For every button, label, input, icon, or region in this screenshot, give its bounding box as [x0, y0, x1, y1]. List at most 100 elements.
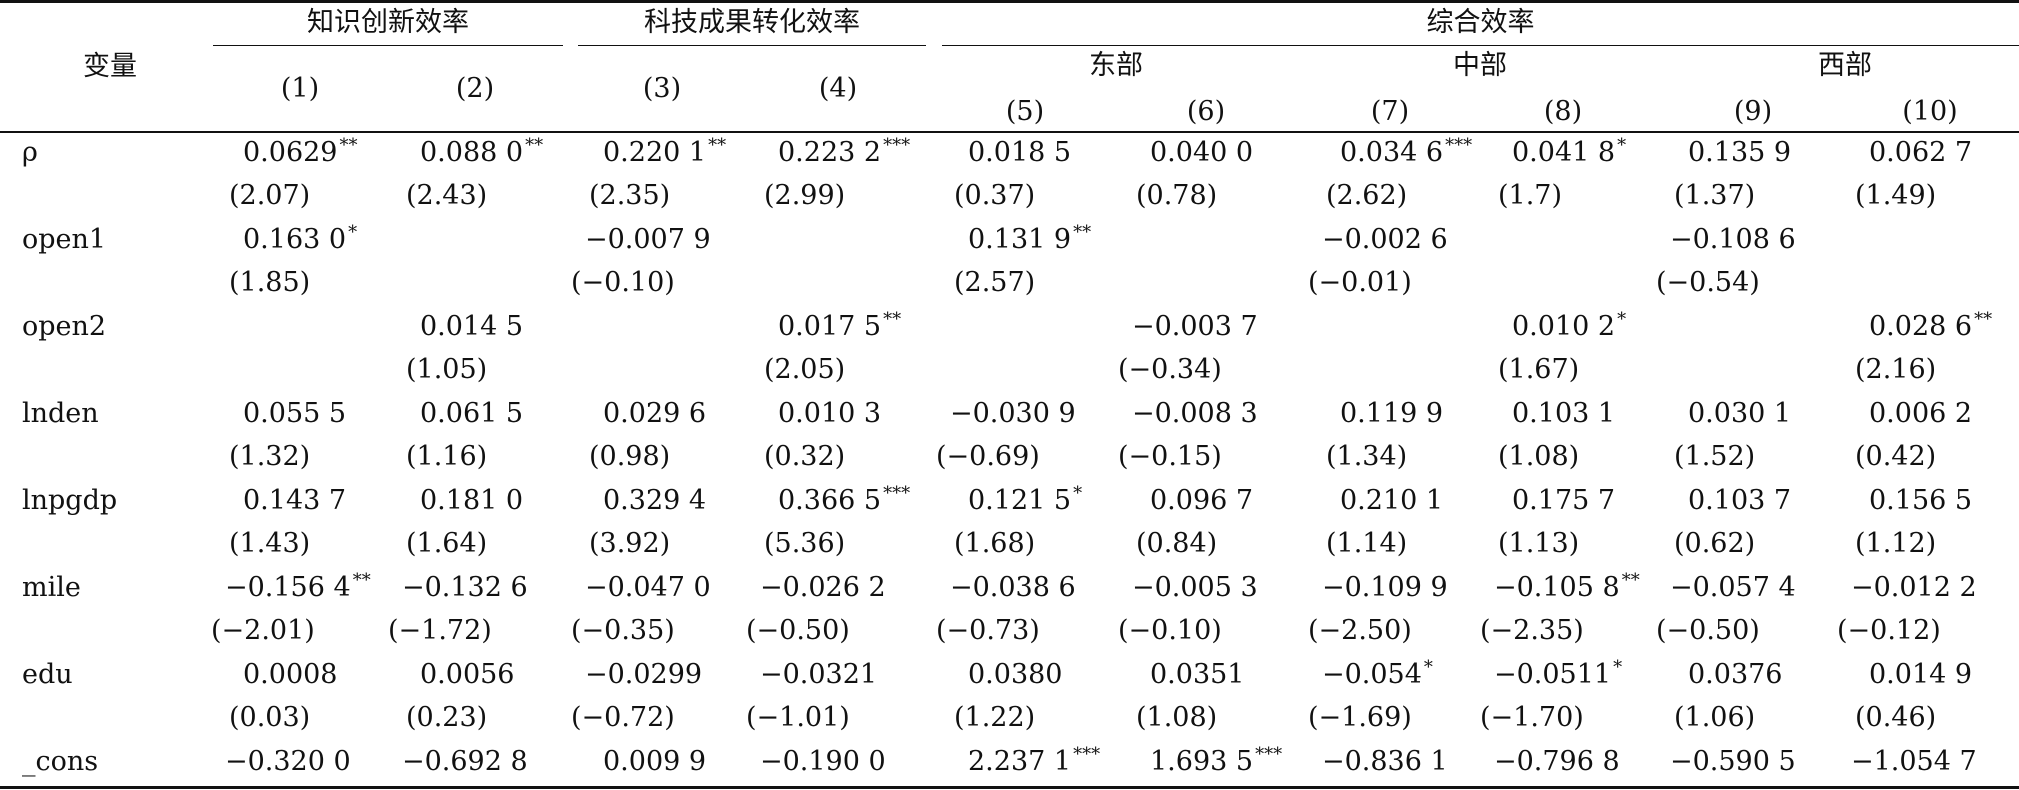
- coef-cell: 0.041 8 *: [1512, 135, 1626, 173]
- coef-cell: 0.366 5 ***: [778, 483, 910, 521]
- coef-value: 0.062 7: [1869, 137, 1973, 168]
- coef-value: 0.041 8: [1512, 137, 1616, 168]
- coef-value: 0.223 2: [778, 137, 882, 168]
- group-header-composite: 综合效率: [1426, 7, 1535, 38]
- coef-cell: −0.108 6: [1670, 223, 1796, 257]
- coef-cell: 0.329 4: [603, 484, 706, 518]
- significance-stars: *: [1613, 657, 1623, 678]
- t-stat-cell: (0.32): [764, 441, 846, 472]
- row-label-: ρ: [22, 137, 38, 168]
- coef-cell: −0.008 3: [1132, 397, 1258, 431]
- t-stat-cell: (0.37): [954, 180, 1036, 211]
- group-underline-3: [942, 45, 2019, 46]
- t-stat-cell: (−0.73): [936, 615, 1040, 646]
- coef-value: −0.0511: [1494, 659, 1612, 690]
- coef-cell: 0.131 9 **: [968, 222, 1091, 260]
- coef-value: −0.190 0: [760, 746, 886, 777]
- coef-cell: 0.014 5: [420, 310, 523, 344]
- coef-value: 0.088 0: [420, 137, 524, 168]
- coef-value: −0.002 6: [1322, 224, 1448, 255]
- t-stat-cell: (−0.10): [1118, 615, 1222, 646]
- t-stat-cell: (−0.50): [1656, 615, 1760, 646]
- coef-cell: 0.017 5 **: [778, 309, 901, 347]
- t-stat-cell: (3.92): [589, 528, 671, 559]
- t-stat-cell: (−0.72): [571, 702, 675, 733]
- t-stat-cell: (0.62): [1674, 528, 1756, 559]
- coef-value: −1.054 7: [1851, 746, 1977, 777]
- coef-value: 0.0351: [1150, 659, 1245, 690]
- coef-cell: 0.121 5 *: [968, 483, 1083, 521]
- coef-cell: 0.0376: [1688, 658, 1782, 692]
- coef-cell: −1.054 7: [1851, 745, 1977, 779]
- coef-cell: −0.057 4: [1670, 571, 1796, 605]
- significance-stars: ***: [883, 135, 911, 156]
- t-stat-cell: (0.46): [1855, 702, 1937, 733]
- coef-cell: −0.026 2: [760, 571, 886, 605]
- t-stat-cell: (2.35): [589, 180, 671, 211]
- column-header-6: (6): [1186, 96, 1226, 127]
- coef-cell: 0.061 5: [420, 397, 523, 431]
- coef-cell: 0.103 1: [1512, 397, 1615, 431]
- t-stat-cell: (−2.50): [1308, 615, 1412, 646]
- t-stat-cell: (2.62): [1326, 180, 1408, 211]
- coef-cell: 0.220 1 **: [603, 135, 726, 173]
- t-stat-cell: (1.16): [406, 441, 488, 472]
- coef-value: −0.0321: [760, 659, 878, 690]
- region-header-east: 东部: [1089, 50, 1143, 81]
- t-stat-cell: (−2.01): [211, 615, 315, 646]
- t-stat-cell: (1.68): [954, 528, 1036, 559]
- coef-value: 0.119 9: [1340, 398, 1444, 429]
- t-stat-cell: (−1.01): [746, 702, 850, 733]
- coef-value: −0.590 5: [1670, 746, 1796, 777]
- t-stat-cell: (2.57): [954, 267, 1036, 298]
- t-stat-cell: (2.05): [764, 354, 846, 385]
- significance-stars: *: [1423, 657, 1433, 678]
- coef-cell: −0.132 6: [402, 571, 528, 605]
- t-stat-cell: (−0.12): [1837, 615, 1941, 646]
- coef-value: 2.237 1: [968, 746, 1072, 777]
- row-label-edu: edu: [22, 659, 73, 690]
- t-stat-cell: (−0.35): [571, 615, 675, 646]
- t-stat-cell: (−0.34): [1118, 354, 1222, 385]
- column-header-5: (5): [1005, 96, 1045, 127]
- t-stat-cell: (1.64): [406, 528, 488, 559]
- t-stat-cell: (0.42): [1855, 441, 1937, 472]
- t-stat-cell: (2.43): [406, 180, 488, 211]
- t-stat-cell: (1.85): [229, 267, 311, 298]
- coef-value: −0.0299: [585, 659, 703, 690]
- coef-value: −0.008 3: [1132, 398, 1258, 429]
- coef-value: 0.061 5: [420, 398, 524, 429]
- coef-cell: 0.0008: [243, 658, 337, 692]
- coef-cell: 0.029 6: [603, 397, 706, 431]
- t-stat-cell: (1.7): [1498, 180, 1563, 211]
- coef-cell: −0.047 0: [585, 571, 711, 605]
- coef-value: 0.0380: [968, 659, 1063, 690]
- t-stat-cell: (1.37): [1674, 180, 1756, 211]
- coef-value: −0.026 2: [760, 572, 886, 603]
- coef-value: −0.007 9: [585, 224, 711, 255]
- t-stat-cell: (−0.54): [1656, 267, 1760, 298]
- coef-value: 0.034 6: [1340, 137, 1444, 168]
- t-stat-cell: (1.22): [954, 702, 1036, 733]
- coef-value: −0.132 6: [402, 572, 528, 603]
- coef-value: 0.028 6: [1869, 311, 1973, 342]
- t-stat-cell: (1.52): [1674, 441, 1756, 472]
- coef-value: 0.030 1: [1688, 398, 1792, 429]
- coef-value: −0.003 7: [1132, 311, 1258, 342]
- coef-cell: 0.040 0: [1150, 136, 1253, 170]
- coef-value: 0.175 7: [1512, 485, 1616, 516]
- coef-value: −0.047 0: [585, 572, 711, 603]
- column-header-1: (1): [280, 73, 320, 104]
- t-stat-cell: (0.23): [406, 702, 488, 733]
- group-underline-2: [578, 45, 926, 46]
- significance-stars: *: [1073, 483, 1083, 504]
- coef-cell: 0.055 5: [243, 397, 346, 431]
- t-stat-cell: (1.14): [1326, 528, 1408, 559]
- coef-value: −0.005 3: [1132, 572, 1258, 603]
- coef-value: −0.105 8: [1494, 572, 1620, 603]
- top-rule: [0, 0, 2019, 3]
- coef-value: 0.366 5: [778, 485, 882, 516]
- t-stat-cell: (1.13): [1498, 528, 1580, 559]
- coef-value: 0.131 9: [968, 224, 1072, 255]
- coef-value: 0.009 9: [603, 746, 707, 777]
